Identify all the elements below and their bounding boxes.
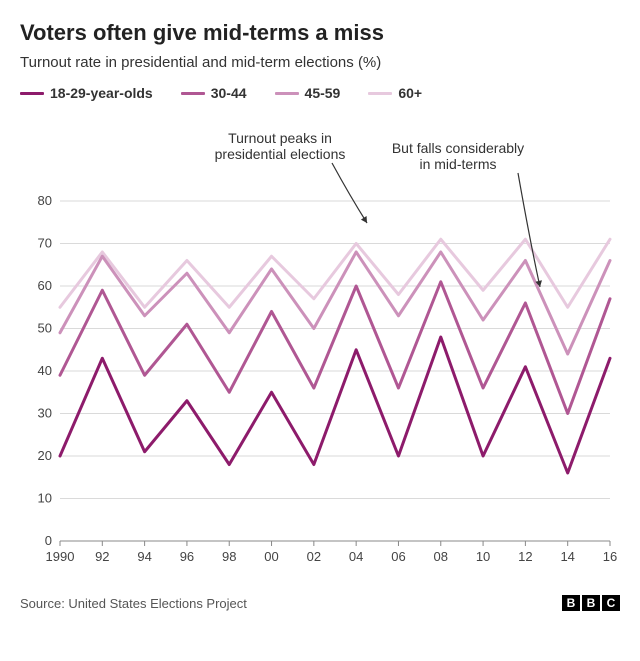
chart-subtitle: Turnout rate in presidential and mid-ter…	[20, 54, 620, 71]
svg-text:presidential elections: presidential elections	[215, 146, 346, 162]
legend-label: 45-59	[305, 85, 341, 101]
svg-text:1990: 1990	[46, 549, 75, 564]
legend-label: 18-29-year-olds	[50, 85, 153, 101]
bbc-logo-b: B	[582, 595, 600, 611]
source-text: Source: United States Elections Project	[20, 596, 247, 611]
legend-item: 60+	[368, 85, 422, 101]
bbc-logo-b: B	[562, 595, 580, 611]
svg-text:50: 50	[38, 321, 52, 336]
legend-swatch	[368, 92, 392, 95]
svg-text:Turnout peaks in: Turnout peaks in	[228, 130, 332, 146]
svg-text:04: 04	[349, 549, 363, 564]
svg-text:94: 94	[137, 549, 151, 564]
footer: Source: United States Elections Project …	[20, 595, 620, 611]
legend-item: 30-44	[181, 85, 247, 101]
svg-text:80: 80	[38, 193, 52, 208]
svg-text:10: 10	[38, 491, 52, 506]
legend-label: 60+	[398, 85, 422, 101]
svg-text:0: 0	[45, 533, 52, 548]
bbc-logo-c: C	[602, 595, 620, 611]
legend: 18-29-year-olds 30-44 45-59 60+	[20, 85, 620, 101]
chart-svg: 0 10 20 30 40 50 60 70 80 1990 92 94 96 98 00 02 04 06 08 1…	[20, 111, 620, 581]
legend-item: 18-29-year-olds	[20, 85, 153, 101]
svg-text:14: 14	[560, 549, 574, 564]
svg-text:98: 98	[222, 549, 236, 564]
line-chart: 0 10 20 30 40 50 60 70 80 1990 92 94 96 98 00 02 04 06 08 1…	[20, 111, 620, 581]
legend-swatch	[181, 92, 205, 95]
svg-text:16: 16	[603, 549, 617, 564]
legend-item: 45-59	[275, 85, 341, 101]
svg-text:02: 02	[307, 549, 321, 564]
svg-text:30: 30	[38, 406, 52, 421]
bbc-logo: B B C	[562, 595, 620, 611]
legend-swatch	[275, 92, 299, 95]
svg-text:12: 12	[518, 549, 532, 564]
svg-text:70: 70	[38, 236, 52, 251]
legend-swatch	[20, 92, 44, 95]
chart-title: Voters often give mid-terms a miss	[20, 20, 620, 46]
svg-text:20: 20	[38, 448, 52, 463]
svg-text:92: 92	[95, 549, 109, 564]
svg-text:08: 08	[434, 549, 448, 564]
svg-text:40: 40	[38, 363, 52, 378]
svg-text:But falls considerably: But falls considerably	[392, 140, 524, 156]
svg-text:06: 06	[391, 549, 405, 564]
svg-text:96: 96	[180, 549, 194, 564]
svg-text:00: 00	[264, 549, 278, 564]
svg-text:in mid-terms: in mid-terms	[419, 156, 496, 172]
legend-label: 30-44	[211, 85, 247, 101]
svg-text:10: 10	[476, 549, 490, 564]
svg-text:60: 60	[38, 278, 52, 293]
